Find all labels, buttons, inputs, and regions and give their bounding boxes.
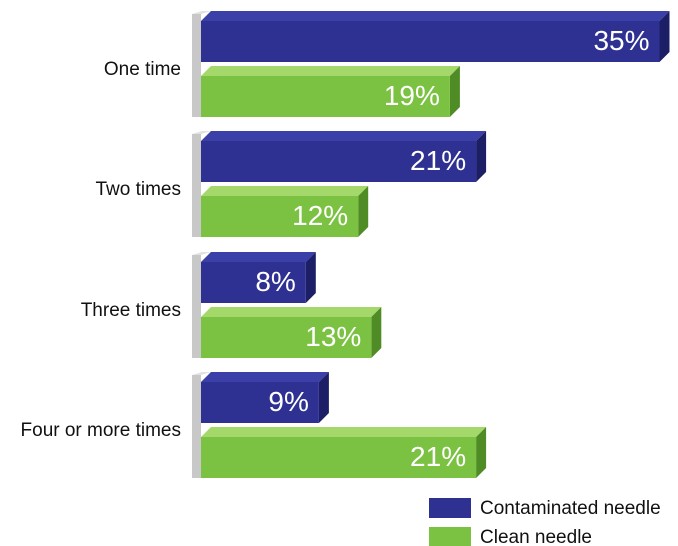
value-label: 21% [410,145,466,176]
bar [201,262,306,303]
bar [201,196,359,237]
category-label: Two times [95,179,181,200]
value-label: 35% [593,25,649,56]
bar [201,437,477,478]
bar [201,141,477,182]
labels: One time 35% 19% Two times 21% 12% Three times… [21,25,650,472]
bar-side-face [305,252,316,303]
bar-side-face [659,11,670,62]
bar [201,21,660,62]
bars [201,11,670,478]
bar-top-face [201,307,382,317]
axis-stub-top [192,372,211,375]
bar-side-face [449,66,460,117]
bar [201,382,319,423]
bar-top-face [201,131,487,141]
legend-label: Contaminated needle [480,498,661,519]
axis-stub [192,255,201,358]
bar-side-face [371,307,382,358]
bar-top-face [201,186,369,196]
bar [201,76,450,117]
axis-stub [192,134,201,237]
legend-label: Clean needle [480,527,592,546]
category-label: Three times [81,300,181,321]
bar-top-face [201,11,670,21]
value-label: 13% [305,321,361,352]
bar [201,317,372,358]
bar-side-face [318,372,329,423]
bar-top-face [201,66,460,76]
bar-top-face [201,372,329,382]
axis-stub [192,14,201,117]
axis-stub-top [192,131,211,134]
axis-stub [192,375,201,478]
bar-side-face [358,186,369,237]
legend-swatch [429,498,471,518]
value-label: 19% [384,80,440,111]
value-label: 21% [410,441,466,472]
value-label: 9% [268,386,308,417]
bar-side-face [476,131,487,182]
category-axis [192,11,211,478]
category-label: Four or more times [21,420,181,441]
legend-swatch [429,527,471,546]
bar-top-face [201,427,487,437]
bar-top-face [201,252,316,262]
axis-stub-top [192,252,211,255]
value-label: 12% [292,200,348,231]
axis-stub-top [192,11,211,14]
legend: Contaminated needle Clean needle [429,498,661,546]
category-label: One time [104,59,181,80]
bar-side-face [476,427,487,478]
value-label: 8% [255,266,295,297]
